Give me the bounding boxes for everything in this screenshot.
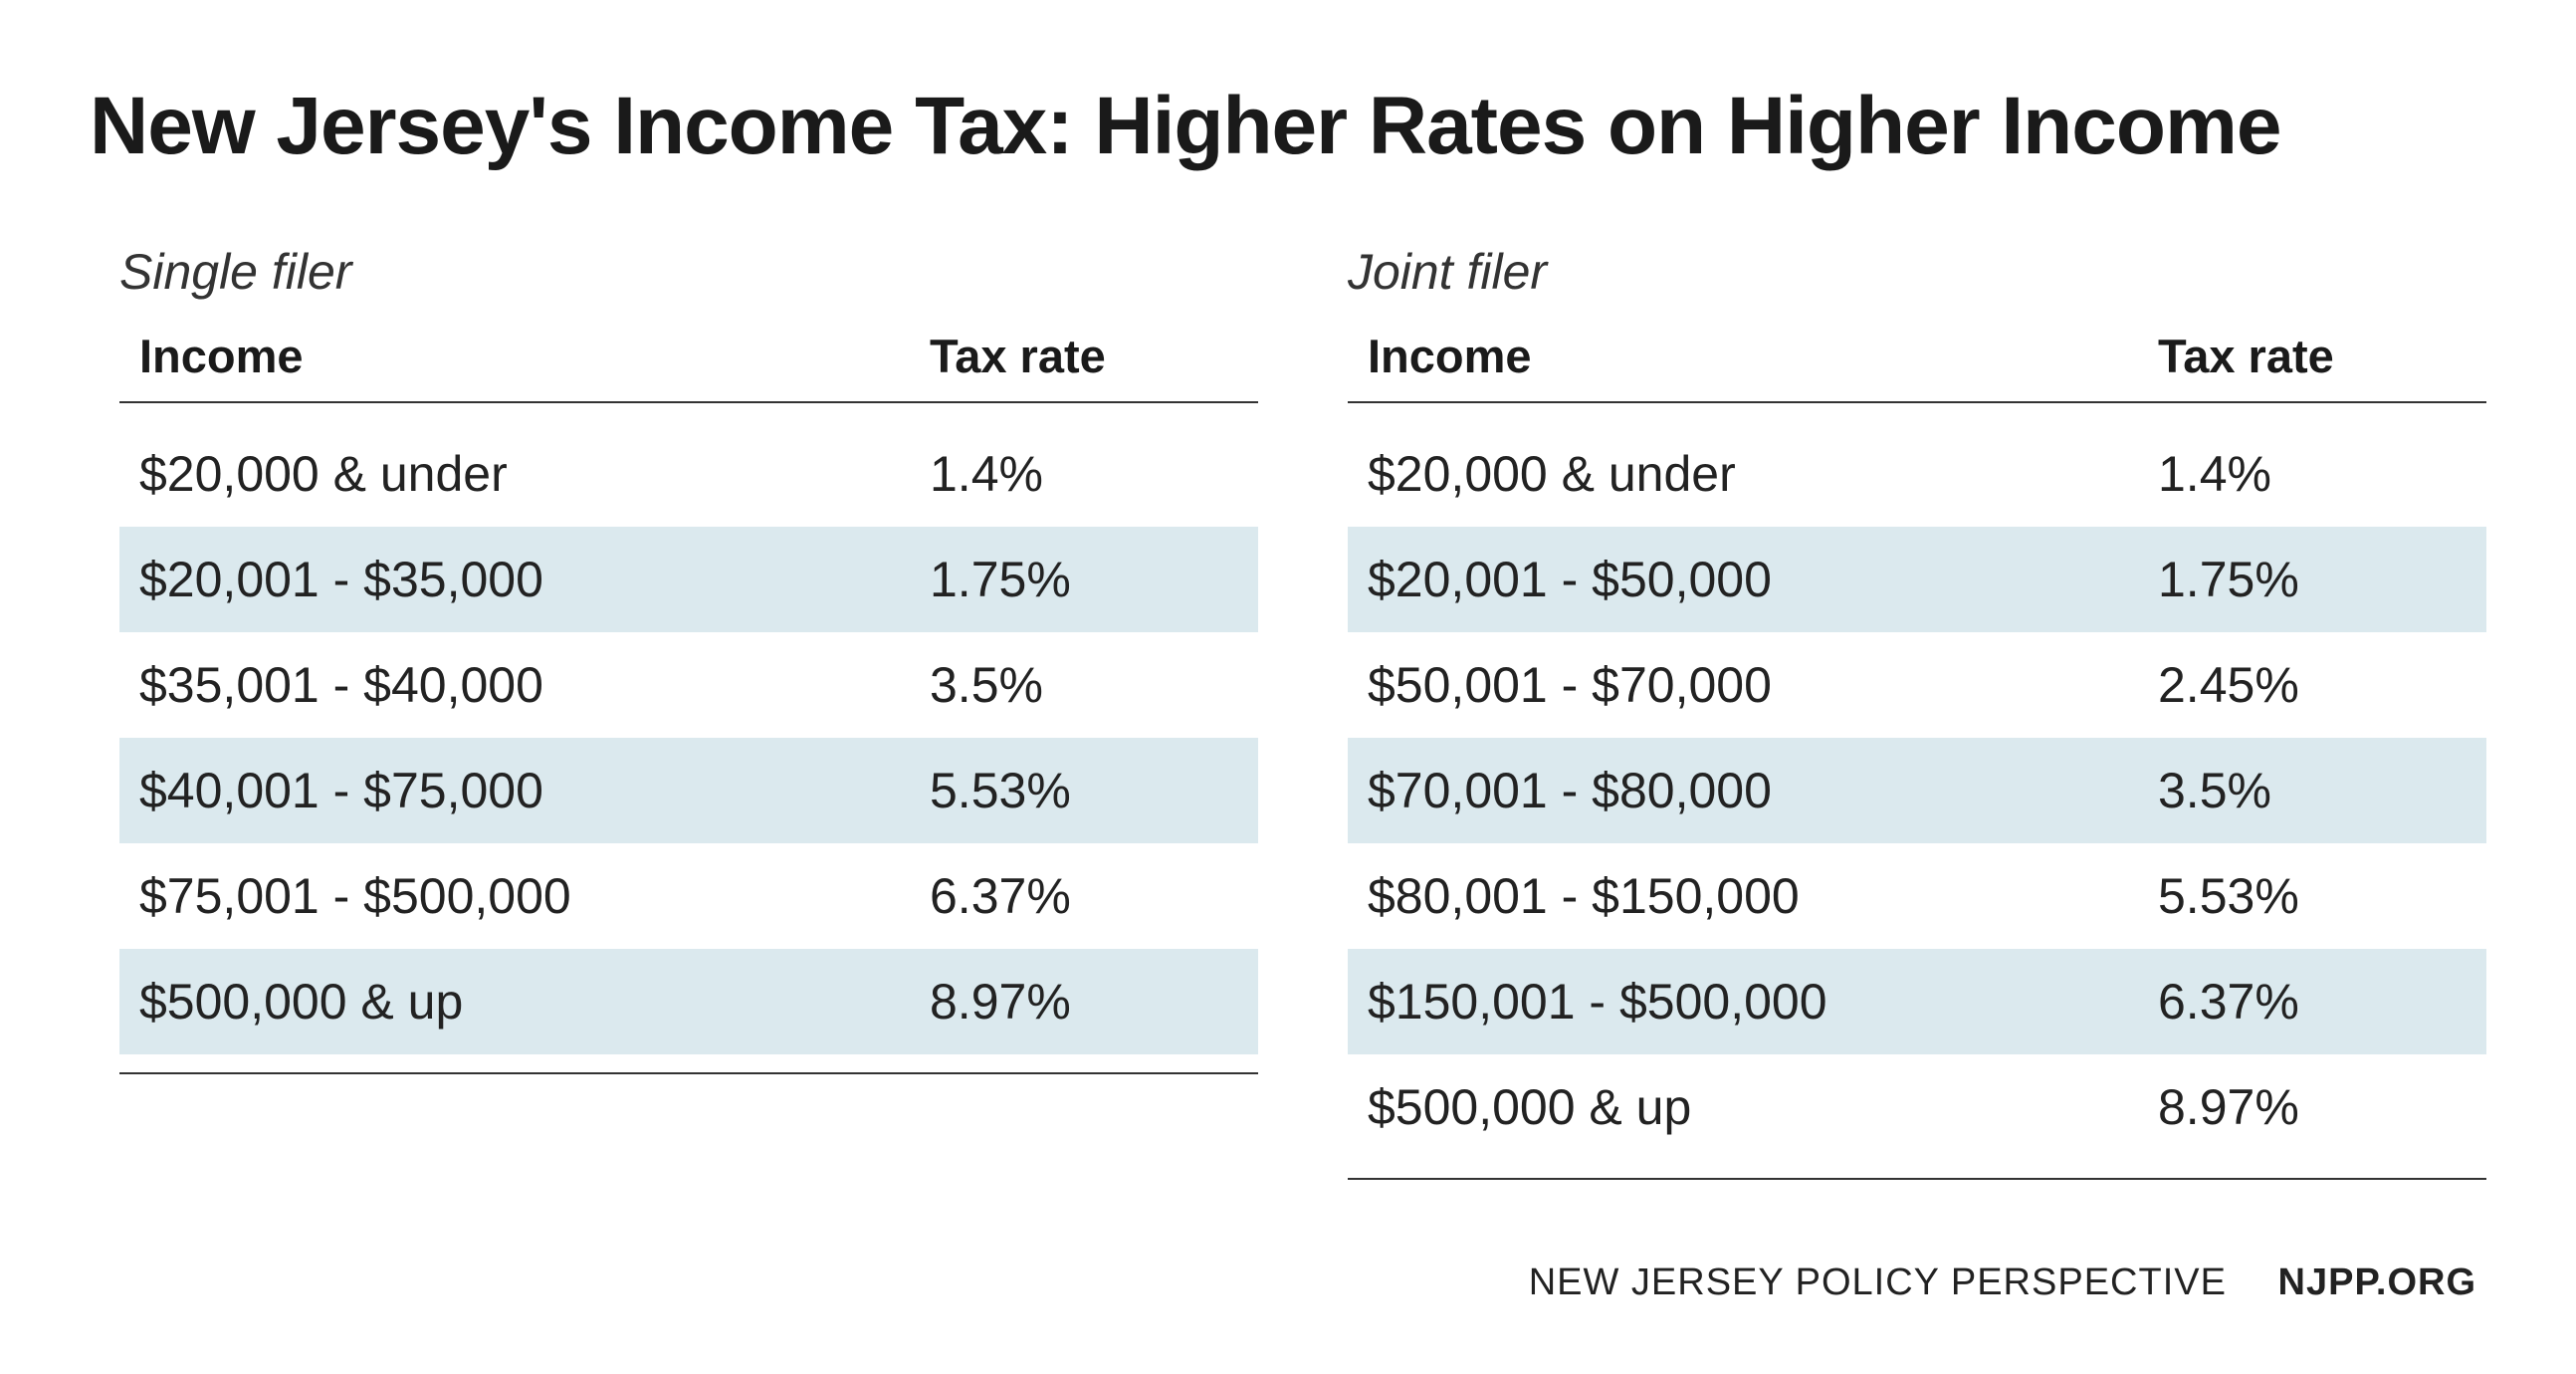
cell-rate: 6.37% (930, 867, 1238, 925)
joint-filer-table: Joint filer Income Tax rate $20,000 & un… (1348, 243, 2486, 1180)
cell-income: $35,001 - $40,000 (139, 656, 930, 714)
table-row: $75,001 - $500,000 6.37% (119, 843, 1258, 949)
cell-rate: 8.97% (930, 973, 1238, 1030)
cell-rate: 2.45% (2158, 656, 2467, 714)
cell-income: $500,000 & up (139, 973, 930, 1030)
cell-income: $40,001 - $75,000 (139, 762, 930, 819)
cell-rate: 1.4% (2158, 445, 2467, 503)
cell-rate: 6.37% (2158, 973, 2467, 1030)
table-row: $20,000 & under 1.4% (1348, 421, 2486, 527)
col-header-income: Income (139, 329, 930, 383)
cell-income: $70,001 - $80,000 (1368, 762, 2158, 819)
table-row: $150,001 - $500,000 6.37% (1348, 949, 2486, 1054)
table-row: $20,000 & under 1.4% (119, 421, 1258, 527)
cell-rate: 1.75% (2158, 551, 2467, 608)
table-row: $80,001 - $150,000 5.53% (1348, 843, 2486, 949)
cell-income: $80,001 - $150,000 (1368, 867, 2158, 925)
footer: NEW JERSEY POLICY PERSPECTIVE NJPP.ORG (1529, 1261, 2476, 1304)
table-row: $20,001 - $35,000 1.75% (119, 527, 1258, 632)
footer-org: NEW JERSEY POLICY PERSPECTIVE (1529, 1261, 2227, 1303)
cell-rate: 1.75% (930, 551, 1238, 608)
cell-rate: 8.97% (2158, 1078, 2467, 1136)
table-header: Income Tax rate (1348, 319, 2486, 403)
table-row: $20,001 - $50,000 1.75% (1348, 527, 2486, 632)
cell-rate: 1.4% (930, 445, 1238, 503)
cell-rate: 5.53% (2158, 867, 2467, 925)
filer-label-single: Single filer (119, 243, 1258, 301)
cell-rate: 3.5% (930, 656, 1238, 714)
cell-rate: 5.53% (930, 762, 1238, 819)
table-end-rule (1348, 1178, 2486, 1180)
table-row: $500,000 & up 8.97% (119, 949, 1258, 1054)
cell-income: $20,001 - $35,000 (139, 551, 930, 608)
col-header-rate: Tax rate (930, 329, 1238, 383)
tables-container: Single filer Income Tax rate $20,000 & u… (90, 243, 2486, 1180)
table-end-rule (119, 1072, 1258, 1074)
table-body: $20,000 & under 1.4% $20,001 - $50,000 1… (1348, 421, 2486, 1160)
cell-income: $20,000 & under (139, 445, 930, 503)
table-row: $40,001 - $75,000 5.53% (119, 738, 1258, 843)
table-row: $70,001 - $80,000 3.5% (1348, 738, 2486, 843)
cell-rate: 3.5% (2158, 762, 2467, 819)
cell-income: $50,001 - $70,000 (1368, 656, 2158, 714)
table-body: $20,000 & under 1.4% $20,001 - $35,000 1… (119, 421, 1258, 1054)
cell-income: $20,001 - $50,000 (1368, 551, 2158, 608)
table-row: $35,001 - $40,000 3.5% (119, 632, 1258, 738)
col-header-rate: Tax rate (2158, 329, 2467, 383)
table-header: Income Tax rate (119, 319, 1258, 403)
filer-label-joint: Joint filer (1348, 243, 2486, 301)
table-row: $500,000 & up 8.97% (1348, 1054, 2486, 1160)
cell-income: $75,001 - $500,000 (139, 867, 930, 925)
cell-income: $500,000 & up (1368, 1078, 2158, 1136)
page-title: New Jersey's Income Tax: Higher Rates on… (90, 80, 2486, 173)
cell-income: $150,001 - $500,000 (1368, 973, 2158, 1030)
cell-income: $20,000 & under (1368, 445, 2158, 503)
single-filer-table: Single filer Income Tax rate $20,000 & u… (119, 243, 1258, 1180)
footer-site: NJPP.ORG (2278, 1261, 2476, 1303)
table-row: $50,001 - $70,000 2.45% (1348, 632, 2486, 738)
col-header-income: Income (1368, 329, 2158, 383)
